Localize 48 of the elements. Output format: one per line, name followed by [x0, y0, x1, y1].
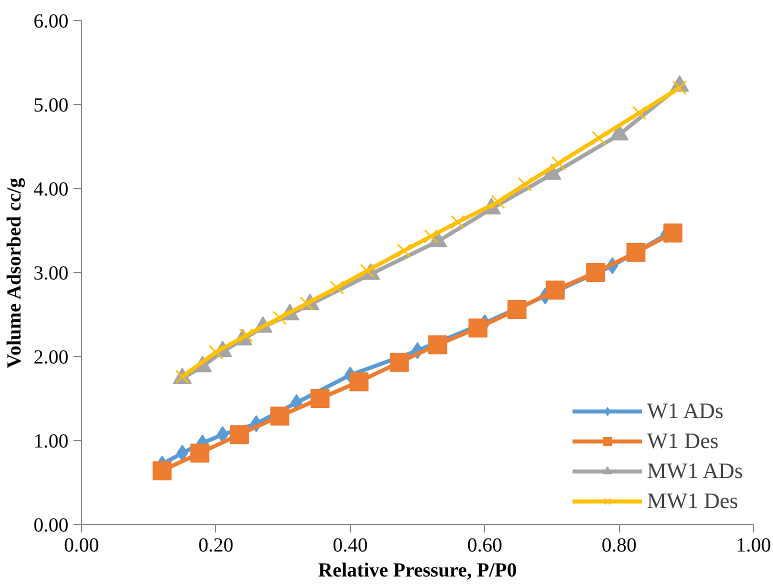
point — [586, 263, 606, 282]
point — [468, 318, 488, 338]
point — [270, 406, 290, 426]
point — [552, 156, 566, 170]
y-tick-label: 5.00 — [34, 94, 68, 116]
y-tick-label: 6.00 — [34, 10, 68, 32]
point — [632, 106, 646, 120]
point — [208, 345, 224, 360]
point — [310, 389, 330, 408]
y-tick-label: 0.00 — [34, 514, 68, 536]
x-tick-label: 0.20 — [198, 534, 234, 556]
point — [360, 264, 374, 278]
point — [428, 335, 448, 354]
y-tick-label: 2.00 — [34, 346, 68, 368]
point — [626, 242, 646, 262]
x-tick-label: 0.00 — [64, 534, 99, 556]
point — [176, 444, 188, 462]
legend-label: W1 Des — [647, 428, 719, 454]
point — [507, 300, 526, 319]
point — [390, 352, 409, 372]
point — [518, 177, 532, 192]
point — [330, 280, 344, 295]
legend-label: MW1 ADs — [647, 458, 743, 484]
point — [190, 444, 210, 463]
x-tick-label: 1.00 — [736, 534, 771, 556]
point — [230, 425, 249, 444]
point — [663, 224, 682, 243]
legend-label: W1 ADs — [647, 398, 724, 424]
point — [272, 310, 287, 325]
y-tick-label: 4.00 — [34, 178, 68, 200]
point — [396, 244, 412, 258]
point — [350, 372, 369, 392]
point — [239, 328, 254, 343]
point — [491, 194, 506, 210]
y-tick-label: 1.00 — [34, 430, 68, 452]
point — [152, 461, 172, 480]
point — [592, 130, 606, 146]
point — [300, 296, 314, 311]
x-axis-title: Relative Pressure, P/P0 — [318, 560, 517, 582]
point — [424, 229, 438, 244]
x-tick-label: 0.60 — [467, 534, 502, 556]
x-tick-label: 0.40 — [332, 534, 368, 556]
y-tick-label: 3.00 — [34, 262, 68, 284]
point — [450, 214, 465, 230]
x-tick-label: 0.80 — [602, 534, 637, 556]
y-axis-title: Volume Adsorbed cc/g — [4, 178, 26, 368]
legend-label: MW1 Des — [647, 488, 738, 514]
point — [546, 280, 565, 300]
